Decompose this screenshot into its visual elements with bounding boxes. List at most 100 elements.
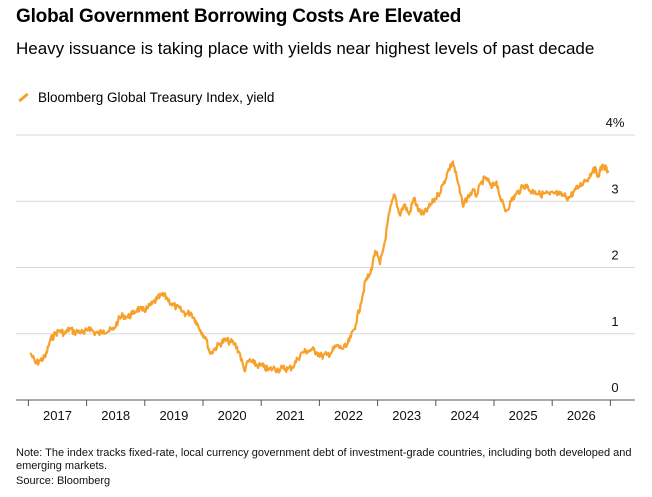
data-point — [253, 363, 254, 364]
data-point — [530, 191, 531, 192]
data-point — [215, 348, 216, 349]
data-point — [394, 194, 395, 195]
data-point — [88, 327, 89, 328]
y-tick-label: 1 — [611, 314, 618, 329]
data-point — [428, 207, 429, 208]
data-point — [559, 194, 560, 195]
data-point — [312, 349, 313, 350]
data-point — [404, 204, 405, 205]
data-point — [239, 352, 240, 353]
data-point — [244, 370, 245, 371]
data-point — [491, 187, 492, 188]
data-point — [137, 308, 138, 309]
x-tick-label: 2022 — [334, 408, 363, 423]
legend-label: Bloomberg Global Treasury Index, yield — [38, 90, 275, 105]
data-point — [467, 197, 468, 198]
data-point — [510, 201, 511, 202]
data-point — [127, 317, 128, 318]
x-ticks — [27, 400, 611, 406]
data-point — [384, 240, 385, 241]
data-point — [389, 211, 390, 212]
x-tick-label: 2020 — [218, 408, 247, 423]
data-point — [399, 214, 400, 215]
data-point — [316, 352, 317, 353]
data-point — [79, 331, 80, 332]
data-point — [229, 341, 230, 342]
data-point — [486, 177, 487, 178]
data-point — [331, 352, 332, 353]
data-point — [234, 343, 235, 344]
data-point — [292, 366, 293, 367]
legend: Bloomberg Global Treasury Index, yield — [16, 90, 274, 105]
data-point — [273, 368, 274, 369]
x-tick-label: 2017 — [43, 408, 72, 423]
data-point — [166, 297, 167, 298]
data-point — [365, 280, 366, 281]
data-point — [248, 360, 249, 361]
data-point — [219, 343, 220, 344]
data-point — [326, 354, 327, 355]
data-point — [64, 333, 65, 334]
data-point — [113, 329, 114, 330]
chart-subtitle: Heavy issuance is taking place with yiel… — [16, 39, 595, 58]
data-point — [375, 250, 376, 251]
chart-title: Global Government Borrowing Costs Are El… — [16, 6, 462, 27]
data-point — [181, 310, 182, 311]
data-point — [98, 333, 99, 334]
data-point — [307, 350, 308, 351]
data-point — [462, 204, 463, 205]
data-point — [321, 356, 322, 357]
data-point — [370, 274, 371, 275]
data-point — [569, 197, 570, 198]
data-point — [84, 333, 85, 334]
data-point — [74, 332, 75, 333]
data-point — [607, 171, 608, 172]
chart-note: Note: The index tracks fixed-rate, local… — [16, 447, 632, 472]
data-point — [132, 313, 133, 314]
y-tick-label: 0 — [611, 380, 618, 395]
y-tick-label: 3 — [611, 181, 618, 196]
data-point — [355, 323, 356, 324]
x-tick-labels: 2017 2018 2019 2020 2021 2022 2023 2024 2025 2026 — [43, 408, 596, 423]
data-point — [185, 313, 186, 314]
data-point — [103, 330, 104, 331]
data-point — [35, 363, 36, 364]
chart-source: Source: Bloomberg — [16, 475, 111, 487]
series-group — [29, 160, 610, 374]
data-point — [350, 336, 351, 337]
data-point — [278, 369, 279, 370]
data-point — [200, 330, 201, 331]
data-point — [302, 352, 303, 353]
x-tick-label: 2018 — [101, 408, 130, 423]
data-point — [583, 181, 584, 182]
data-point — [108, 331, 109, 332]
data-point — [205, 336, 206, 337]
data-point — [69, 328, 70, 329]
data-point — [481, 181, 482, 182]
data-point — [438, 194, 439, 195]
data-point — [506, 211, 507, 212]
data-point — [190, 312, 191, 313]
data-point — [418, 211, 419, 212]
data-point — [161, 295, 162, 296]
x-tick-label: 2025 — [509, 408, 538, 423]
data-point — [472, 191, 473, 192]
data-point — [297, 358, 298, 359]
series-line — [29, 160, 610, 374]
data-point — [452, 161, 453, 162]
data-point — [258, 365, 259, 366]
data-point — [210, 353, 211, 354]
data-point — [603, 164, 604, 165]
data-point — [40, 360, 41, 361]
data-point — [413, 197, 414, 198]
data-point — [345, 346, 346, 347]
data-point — [93, 332, 94, 333]
data-point — [50, 340, 51, 341]
data-point — [564, 195, 565, 196]
x-tick-label: 2019 — [159, 408, 188, 423]
data-point — [156, 299, 157, 300]
data-point — [171, 303, 172, 304]
data-point — [535, 191, 536, 192]
data-point — [593, 168, 594, 169]
data-point — [118, 320, 119, 321]
